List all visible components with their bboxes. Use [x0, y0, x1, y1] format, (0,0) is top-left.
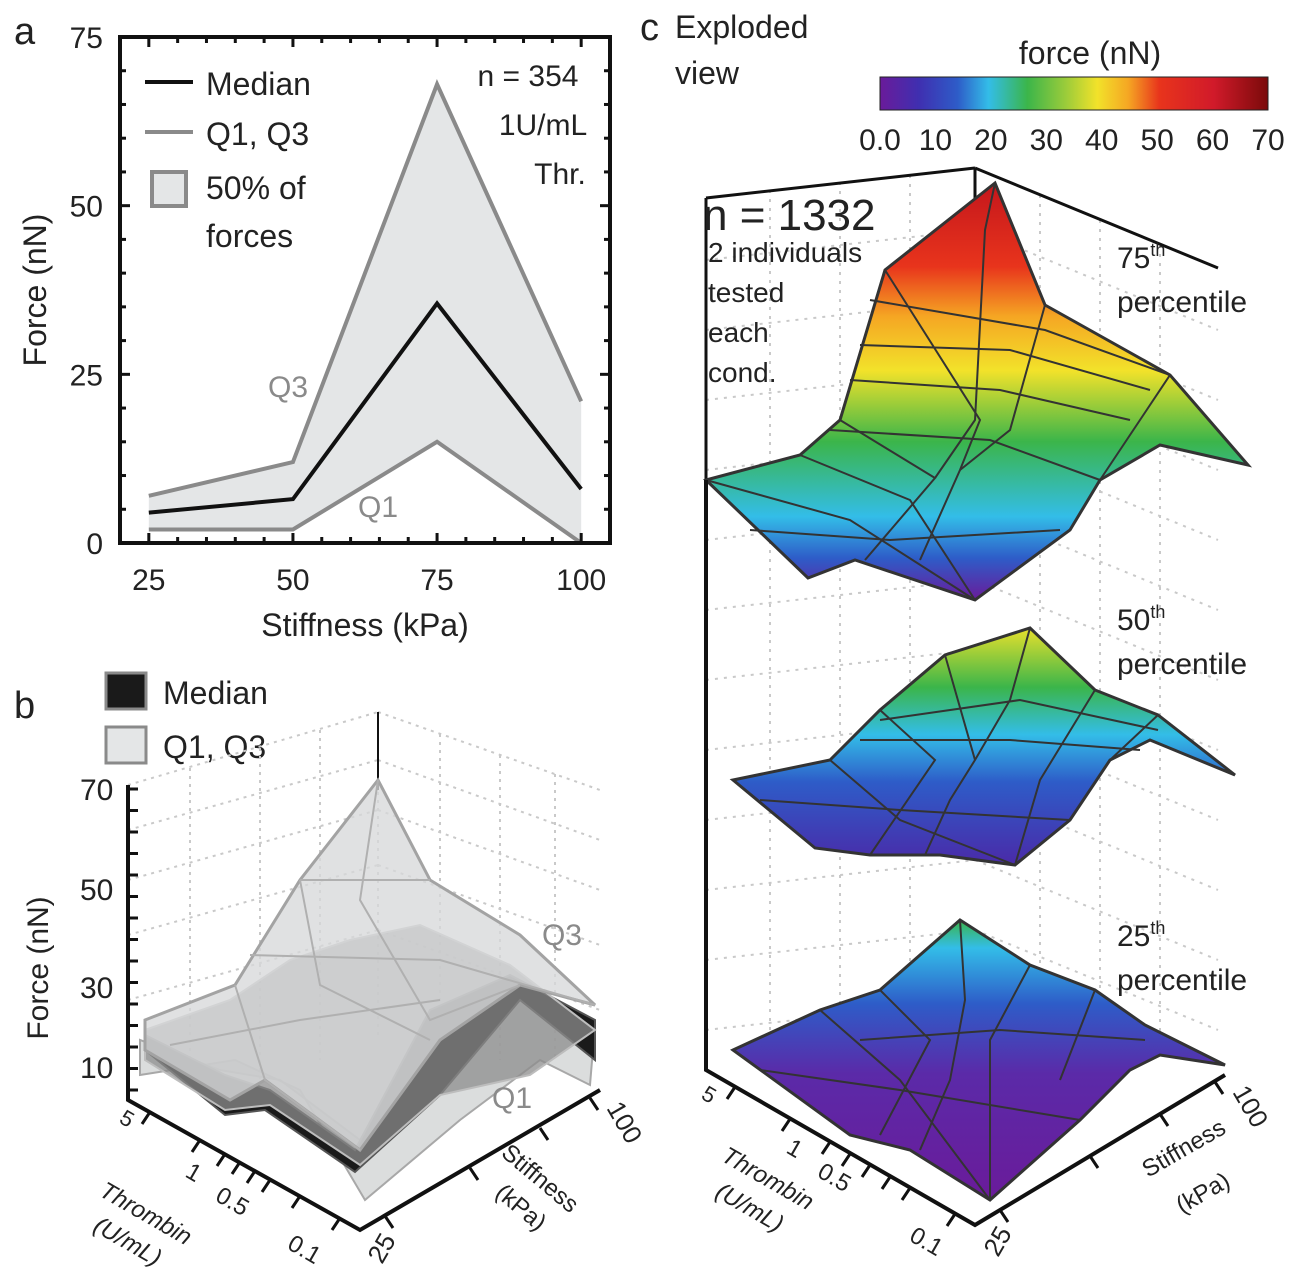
- label-25th-word: percentile: [1117, 964, 1247, 997]
- legend-quartile-swatch-b: [104, 725, 148, 765]
- colorbar-tick-20: 20: [974, 124, 1007, 157]
- panel-a-label: a: [14, 11, 36, 53]
- front-axes-c: [704, 480, 1227, 1228]
- top-left-edge: [705, 166, 976, 200]
- stiffness-axis-label-c2: (kPa): [1172, 1167, 1235, 1219]
- legend-band-label-1: 50% of: [206, 170, 306, 206]
- surface-mesh: [169, 779, 596, 1151]
- label-50th-number: 50th: [1117, 602, 1165, 637]
- panel-b-label: b: [14, 685, 35, 727]
- q1-line: [148, 439, 583, 545]
- stiffness-tick-25: 25: [361, 1228, 401, 1268]
- plot-frame: [118, 35, 612, 545]
- stiffness-ticks-c: [998, 1081, 1225, 1223]
- y-tick-0: 0: [86, 528, 103, 561]
- panel-b: b Median Q1, Q3: [14, 671, 649, 1272]
- panel-c-title-1: Exploded: [675, 9, 808, 45]
- z-tick-50: 50: [80, 874, 113, 907]
- colorbar-tick-10: 10: [919, 124, 952, 157]
- y-axis-label: Force (nN): [17, 214, 53, 367]
- z-tick-10: 10: [80, 1052, 113, 1085]
- legend-median-label: Median: [206, 66, 311, 102]
- colorbar-tick-40: 40: [1085, 124, 1118, 157]
- thrombin-tick-05-c: 0.5: [813, 1158, 855, 1198]
- label-25th-number: 25th: [1117, 918, 1165, 953]
- stiffness-tick-25-c: 25: [977, 1221, 1017, 1261]
- q3-line: [148, 79, 583, 498]
- label-75th-word: percentile: [1117, 286, 1247, 319]
- thrombin-tick-01-c: 0.1: [905, 1222, 947, 1262]
- q1-annotation: Q1: [358, 491, 398, 524]
- legend-quartile-label: Q1, Q3: [206, 116, 309, 152]
- thrombin-tick-05: 0.5: [211, 1182, 253, 1222]
- z-tick-70: 70: [80, 774, 113, 807]
- legend-band-swatch: [150, 170, 188, 208]
- thrombin-tick-5-c: 5: [698, 1081, 721, 1109]
- y-tick-25: 25: [70, 359, 103, 392]
- thrombin-tick-1: 1: [181, 1158, 206, 1188]
- colorbar-tick-0.0: 0.0: [859, 124, 901, 157]
- z-axis-label: Force (nN): [22, 896, 55, 1039]
- thrombin-tick-01: 0.1: [283, 1230, 325, 1270]
- thrombin-dose-note: 1U/mL: [499, 109, 587, 142]
- stiffness-tick-100: 100: [601, 1096, 649, 1149]
- stiffness-tick-100-c: 100: [1227, 1080, 1275, 1133]
- label-75th-number: 75th: [1117, 240, 1165, 275]
- q3-annotation: Q3: [268, 371, 308, 404]
- mesh-50th: [759, 627, 1159, 866]
- panel-c-label: c: [640, 7, 659, 49]
- thrombin-tick-5: 5: [116, 1105, 139, 1133]
- z-minor-ticks: [128, 787, 138, 1092]
- q3-surface-annotation: Q3: [542, 919, 582, 952]
- colorbar-tick-30: 30: [1030, 124, 1063, 157]
- thrombin-abbrev-note: Thr.: [534, 158, 586, 191]
- y-tick-75: 75: [70, 22, 103, 55]
- thrombin-tick-1-c: 1: [782, 1134, 807, 1164]
- colorbar-tick-labels: 0.0 10 20 30 40 50 60 70: [859, 124, 1285, 157]
- colorbar: [879, 76, 1269, 111]
- colorbar-tick-60: 60: [1196, 124, 1229, 157]
- panel-c: c Exploded view force (nN) 0.0 10 20 30 40 50…: [640, 7, 1285, 1262]
- stiffness-ticks: [383, 1097, 600, 1229]
- individuals-note-4: cond.: [708, 357, 777, 388]
- x-tick-25: 25: [132, 564, 165, 597]
- x-tick-labels: 25 50 75 100: [132, 564, 606, 597]
- thrombin-ticks: [140, 1111, 342, 1231]
- sample-size-note: n = 354: [478, 60, 579, 93]
- top-right-edge: [974, 166, 1219, 270]
- q1-surface-annotation: Q1: [492, 1082, 532, 1115]
- x-tick-100: 100: [556, 564, 606, 597]
- individuals-note-1: 2 individuals: [708, 237, 862, 268]
- minor-ticks: [120, 35, 610, 545]
- thrombin-ticks-c: [725, 1086, 957, 1227]
- surface-25th: [730, 918, 1226, 1202]
- x-tick-50: 50: [276, 564, 309, 597]
- individuals-note-3: each: [708, 317, 769, 348]
- colorbar-title: force (nN): [1019, 35, 1161, 71]
- colorbar-tick-70: 70: [1251, 124, 1284, 157]
- x-axis-label: Stiffness (kPa): [261, 607, 468, 643]
- x-tick-75: 75: [420, 564, 453, 597]
- median-line: [148, 300, 583, 515]
- y-tick-50: 50: [70, 191, 103, 224]
- interquartile-band: [148, 84, 582, 543]
- label-50th-word: percentile: [1117, 648, 1247, 681]
- y-tick-labels: 0 25 50 75: [70, 22, 103, 561]
- legend-median-swatch-b: [104, 671, 148, 711]
- individuals-note-2: tested: [708, 277, 784, 308]
- legend-band-label-2: forces: [206, 218, 293, 254]
- mesh-75th: [705, 182, 1171, 601]
- mesh-25th: [759, 919, 1146, 1201]
- panel-c-title-2: view: [675, 55, 740, 91]
- z-tick-30: 30: [80, 972, 113, 1005]
- colorbar-tick-50: 50: [1140, 124, 1173, 157]
- panel-a: a 0 25 50 75 25 50 75 100 Stiffness (kPa) Forc…: [14, 11, 612, 643]
- legend-median-label-b: Median: [163, 675, 268, 711]
- front-axes: [126, 785, 602, 1233]
- sample-size-c: n = 1332: [703, 191, 876, 240]
